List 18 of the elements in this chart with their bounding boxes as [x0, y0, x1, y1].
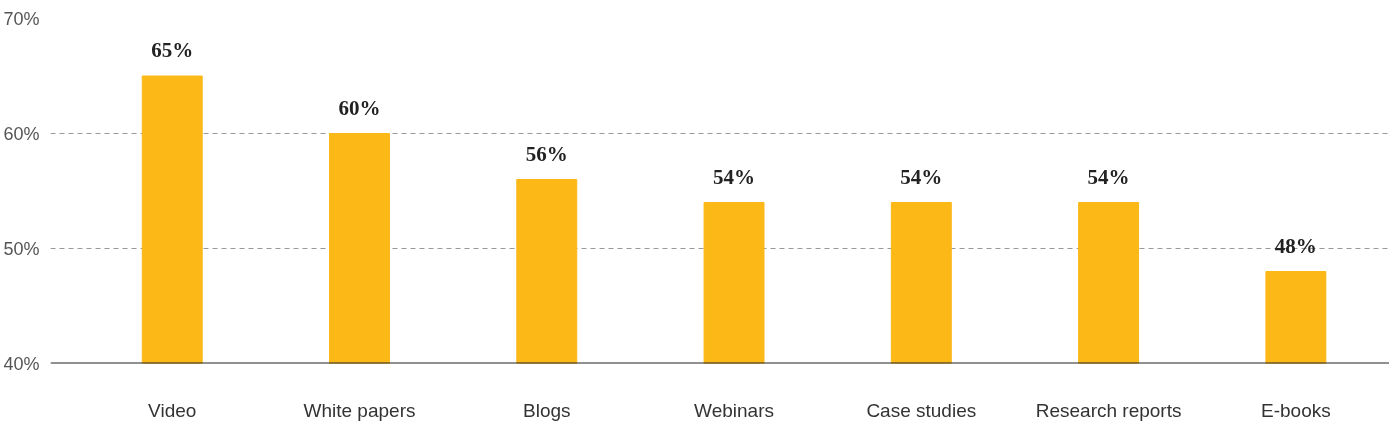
x-tick-label: Video — [148, 399, 197, 421]
data-label: 65% — [151, 38, 194, 62]
y-tick-label: 60% — [3, 123, 40, 144]
x-tick-label: Blogs — [523, 399, 571, 421]
x-tick-label: Case studies — [866, 399, 977, 421]
data-label: 54% — [1087, 164, 1130, 189]
data-label: 56% — [525, 141, 568, 166]
data-label: 54% — [900, 164, 943, 189]
y-tick-label: 70% — [3, 8, 40, 29]
data-label: 60% — [338, 95, 381, 120]
x-tick-label: Webinars — [694, 399, 774, 421]
y-tick-label: 50% — [3, 238, 40, 259]
data-label: 48% — [1274, 233, 1317, 258]
x-tick-label: Research reports — [1035, 399, 1182, 421]
x-tick-label: White papers — [303, 399, 416, 421]
x-tick-label: E-books — [1261, 399, 1331, 421]
y-tick-label: 40% — [3, 353, 40, 374]
data-label: 54% — [713, 164, 756, 189]
